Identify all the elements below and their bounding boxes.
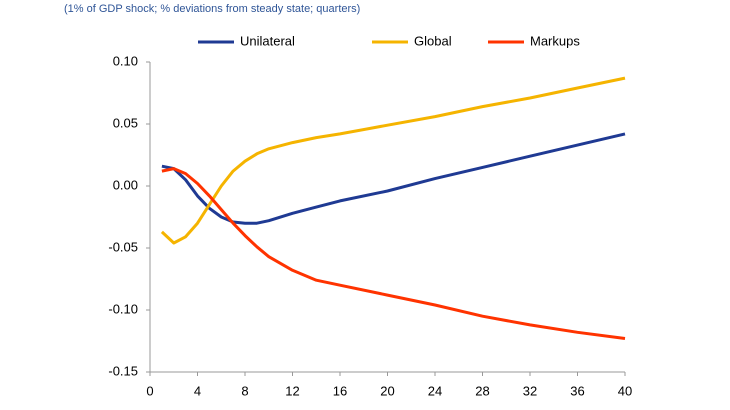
- x-tick-label: 24: [428, 383, 442, 398]
- legend-label: Markups: [530, 33, 580, 48]
- x-tick-label: 0: [146, 383, 153, 398]
- series-line: [161, 167, 626, 340]
- x-tick-label: 12: [285, 383, 299, 398]
- x-tick-label: 32: [523, 383, 537, 398]
- x-tick-label: 40: [618, 383, 632, 398]
- y-tick-label: 0.00: [113, 177, 138, 192]
- chart-subtitle: (1% of GDP shock; % deviations from stea…: [64, 3, 360, 15]
- x-tick-label: 36: [570, 383, 584, 398]
- y-tick-label: 0.10: [113, 53, 138, 68]
- series-line: [160, 76, 626, 245]
- legend-label: Global: [414, 33, 452, 48]
- y-tick-label: 0.05: [113, 115, 138, 130]
- x-tick-label: 20: [380, 383, 394, 398]
- x-tick-label: 16: [333, 383, 347, 398]
- legend-label: Unilateral: [240, 33, 295, 48]
- series-line: [161, 132, 626, 225]
- y-tick-label: -0.15: [108, 363, 138, 378]
- x-tick-label: 8: [241, 383, 248, 398]
- x-tick-label: 28: [475, 383, 489, 398]
- y-tick-label: -0.05: [108, 239, 138, 254]
- x-tick-label: 4: [194, 383, 201, 398]
- y-tick-label: -0.10: [108, 301, 138, 316]
